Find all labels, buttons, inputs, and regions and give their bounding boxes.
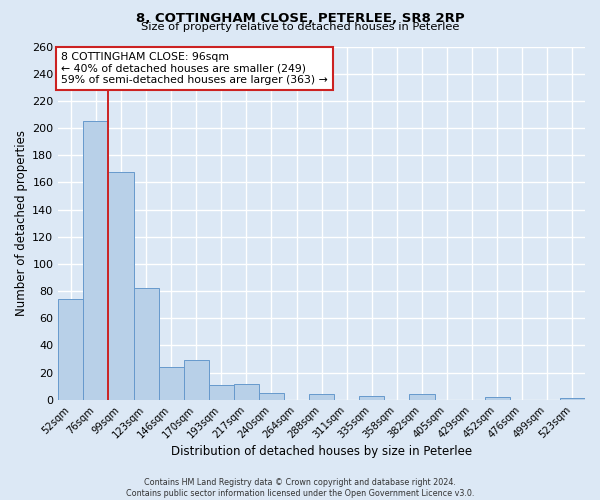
Bar: [309, 394, 334, 400]
Bar: [134, 288, 158, 400]
Text: Size of property relative to detached houses in Peterlee: Size of property relative to detached ho…: [141, 22, 459, 32]
Bar: [409, 394, 434, 400]
Bar: [234, 384, 259, 400]
Text: 8, COTTINGHAM CLOSE, PETERLEE, SR8 2RP: 8, COTTINGHAM CLOSE, PETERLEE, SR8 2RP: [136, 12, 464, 26]
Text: Contains HM Land Registry data © Crown copyright and database right 2024.
Contai: Contains HM Land Registry data © Crown c…: [126, 478, 474, 498]
Bar: [209, 385, 234, 400]
Text: 8 COTTINGHAM CLOSE: 96sqm
← 40% of detached houses are smaller (249)
59% of semi: 8 COTTINGHAM CLOSE: 96sqm ← 40% of detac…: [61, 52, 328, 85]
Bar: [485, 397, 510, 400]
Bar: [259, 393, 284, 400]
X-axis label: Distribution of detached houses by size in Peterlee: Distribution of detached houses by size …: [171, 444, 472, 458]
Bar: [109, 172, 134, 400]
Bar: [560, 398, 585, 400]
Y-axis label: Number of detached properties: Number of detached properties: [15, 130, 28, 316]
Bar: [184, 360, 209, 400]
Bar: [83, 121, 109, 400]
Bar: [158, 367, 184, 400]
Bar: [359, 396, 385, 400]
Bar: [58, 300, 83, 400]
